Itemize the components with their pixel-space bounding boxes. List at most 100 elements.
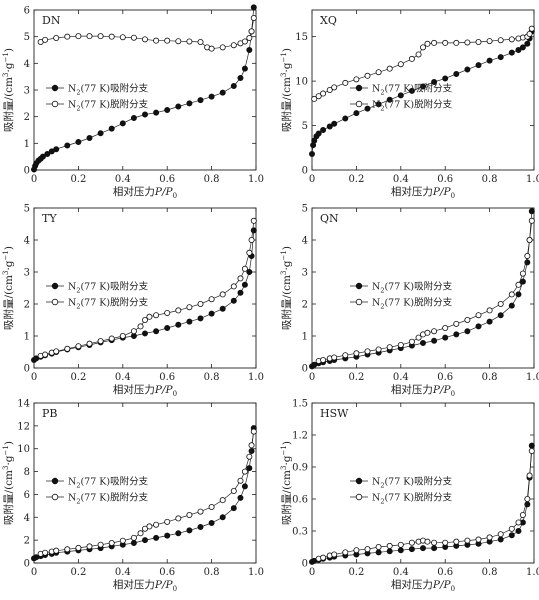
x-tick-label: 1.0 <box>526 567 539 578</box>
desorption-point <box>464 39 471 46</box>
x-tick-label: 0.8 <box>204 372 220 383</box>
x-tick-label: 1.0 <box>248 372 264 383</box>
adsorption-point <box>246 465 253 472</box>
adsorption-point <box>97 130 104 137</box>
x-tick-label: 1.0 <box>248 174 264 185</box>
x-tick-label: 0.2 <box>348 567 364 578</box>
adsorption-point <box>197 97 204 104</box>
adsorption-point <box>515 47 522 54</box>
y-tick-label: 3 <box>24 268 30 279</box>
plot-frame <box>311 402 535 564</box>
y-tick-label: 8 <box>24 467 30 478</box>
desorption-point <box>230 283 237 290</box>
desorption-point <box>130 534 137 541</box>
desorption-point <box>97 33 104 40</box>
y-tick-label: 0.3 <box>292 527 308 538</box>
legend-label: N2(77 K)吸附分支 <box>372 476 453 490</box>
x-tick-label: 0.2 <box>70 567 86 578</box>
adsorption-point <box>508 302 515 309</box>
desorption-point <box>431 328 438 335</box>
desorption-point <box>424 329 431 336</box>
desorption-point <box>386 542 393 549</box>
desorption-point <box>208 503 215 510</box>
desorption-point <box>137 530 144 537</box>
desorption-point <box>197 300 204 307</box>
desorption-point <box>353 350 360 357</box>
adsorption-point <box>108 125 115 132</box>
x-tick-label: 0.6 <box>437 174 453 185</box>
adsorption-point <box>331 120 338 127</box>
desorption-point <box>326 87 333 94</box>
adsorption-point <box>64 142 71 149</box>
desorption-point <box>153 312 160 319</box>
adsorption-point <box>508 49 515 56</box>
x-tick-label: 0 <box>31 372 37 383</box>
adsorption-point <box>464 66 471 73</box>
legend-marker-open <box>355 298 363 306</box>
legend-marker-open <box>355 493 363 501</box>
desorption-point <box>241 265 248 272</box>
desorption-point <box>353 547 360 554</box>
y-tick-label: 0 <box>24 559 30 570</box>
y-tick-label: 0.6 <box>292 495 308 506</box>
adsorption-point <box>419 340 426 347</box>
adsorption-point <box>130 540 137 547</box>
y-tick-label: 10 <box>295 77 308 88</box>
desorption-point <box>475 312 482 319</box>
adsorption-point <box>519 44 526 51</box>
legend-label: N2(77 K)吸附分支 <box>68 476 149 490</box>
desorption-point <box>431 539 438 546</box>
desorption-point <box>241 38 248 45</box>
desorption-point <box>497 300 504 307</box>
desorption-point <box>208 296 215 303</box>
desorption-point <box>119 34 126 41</box>
chart-panel-pb: 0 0.2 0.4 0.6 0.8 1.0 0 2 4 6 8 10 12 14 相对压力P/P0 吸附量/(… <box>2 399 264 594</box>
desorption-point <box>64 33 71 40</box>
adsorption-point <box>386 96 393 103</box>
x-tick-label: 0.4 <box>393 567 409 578</box>
adsorption-point <box>237 494 244 501</box>
desorption-point <box>164 37 171 44</box>
x-tick-label: 0.2 <box>348 372 364 383</box>
plot-frame <box>33 402 257 564</box>
adsorption-point <box>75 138 82 145</box>
legend-marker-filled <box>355 84 363 92</box>
adsorption-point <box>250 227 257 234</box>
desorption-point <box>219 44 226 51</box>
panel-label: QN <box>320 212 339 225</box>
desorption-point <box>315 93 322 100</box>
desorption-point <box>486 38 493 45</box>
desorption-point <box>208 45 215 52</box>
adsorption-point <box>241 483 248 490</box>
desorption-point <box>248 442 255 449</box>
adsorption-point <box>515 528 522 535</box>
desorption-point <box>137 323 144 330</box>
adsorption-point <box>130 115 137 122</box>
desorption-point <box>397 541 404 548</box>
adsorption-point <box>141 111 148 118</box>
y-axis-label: 吸附量/(cm3·g−1) <box>280 441 293 525</box>
desorption-point <box>64 546 71 553</box>
legend-label: N2(77 K)脱附分支 <box>68 99 149 113</box>
panel-label: XQ <box>320 14 337 27</box>
desorption-point <box>175 515 182 522</box>
legend-label: N2(77 K)吸附分支 <box>372 83 453 97</box>
legend-marker-open <box>51 100 59 108</box>
desorption-point <box>97 541 104 548</box>
adsorption-point <box>175 530 182 537</box>
desorption-point <box>164 518 171 525</box>
desorption-point <box>464 316 471 323</box>
desorption-point <box>197 508 204 515</box>
desorption-point <box>497 37 504 44</box>
desorption-point <box>515 519 522 526</box>
desorption-point <box>153 37 160 44</box>
adsorption-line <box>311 445 533 563</box>
adsorption-point <box>175 321 182 328</box>
desorption-point <box>524 495 531 502</box>
desorption-point <box>75 343 82 350</box>
legend-label: N2(77 K)吸附分支 <box>68 281 149 295</box>
adsorption-point <box>246 47 253 54</box>
adsorption-point <box>397 547 404 554</box>
desorption-point <box>237 477 244 484</box>
